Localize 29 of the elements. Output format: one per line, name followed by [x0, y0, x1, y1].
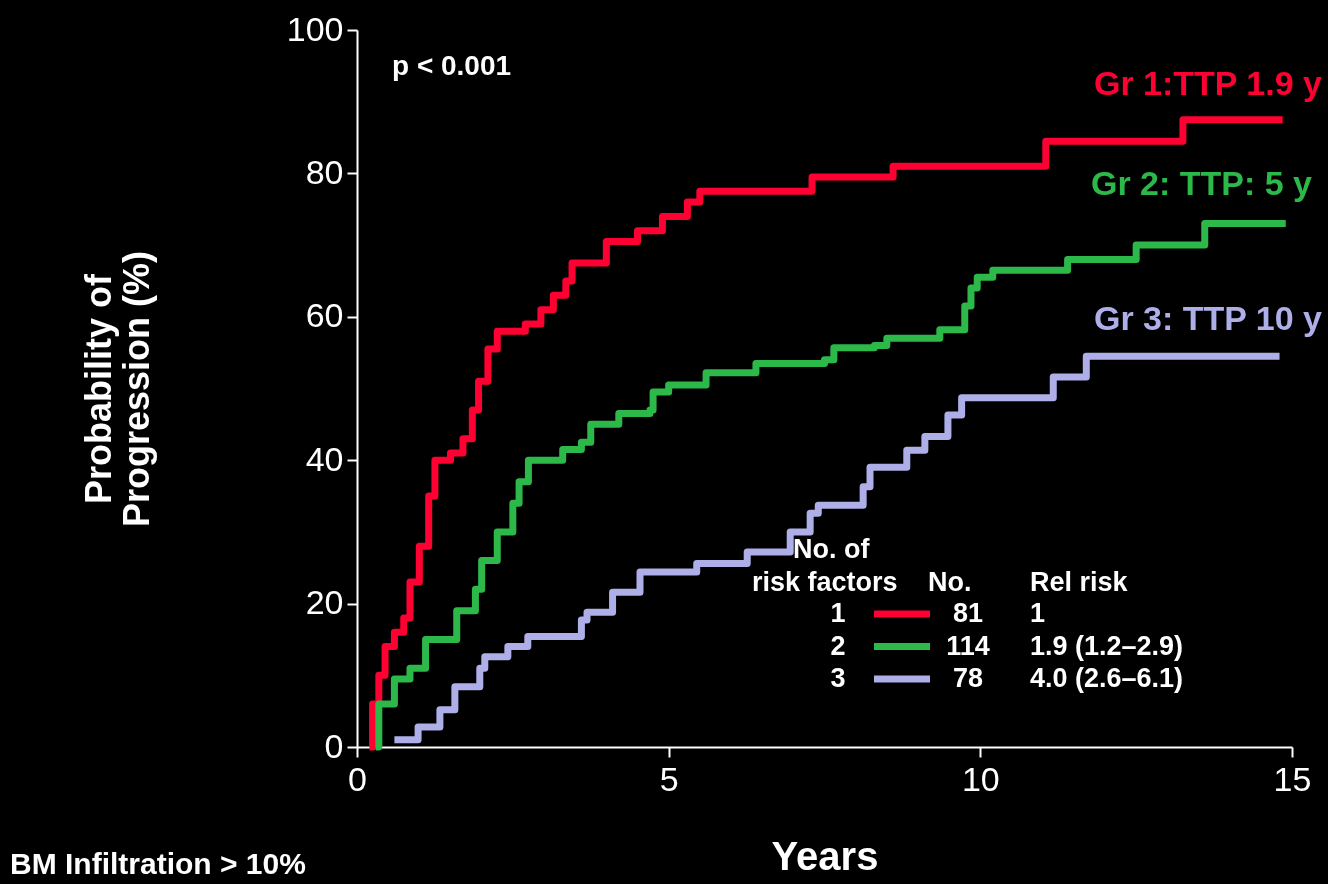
x-axis-title: Years [771, 833, 879, 878]
y-tick-label: 80 [305, 152, 344, 191]
x-tick-label: 10 [961, 759, 1000, 798]
annotation: 4.0 (2.6–6.1) [1030, 663, 1184, 693]
legend-label: 2 [830, 630, 846, 661]
annotation: 78 [952, 663, 984, 693]
annotation: No. [928, 567, 972, 597]
annotation: Gr 2: TTP: 5 y [1090, 164, 1313, 202]
annotation: 81 [952, 598, 984, 628]
legend-label: 3 [830, 663, 846, 693]
annotation: 1 [1030, 598, 1046, 628]
text: BM Infiltration > 10% [10, 847, 306, 880]
annotation: Rel risk [1030, 567, 1129, 597]
y-tick-label: 0 [324, 726, 344, 765]
x-tick-label: 5 [659, 759, 679, 798]
annotation: Gr 1:TTP 1.9 y [1093, 64, 1323, 102]
legend-label: 1 [830, 598, 846, 628]
x-tick-label: 15 [1273, 759, 1312, 798]
y-tick-label: 60 [305, 296, 344, 335]
annotation: risk factors [752, 567, 898, 597]
annotation: 114 [946, 631, 990, 661]
annotation: No. of [793, 534, 871, 564]
y-tick-label: 20 [305, 583, 344, 622]
annotation: Gr 3: TTP 10 y [1093, 299, 1323, 337]
y-axis-title: Probability of Progression (%) [77, 250, 157, 528]
y-tick-label: 40 [305, 439, 344, 478]
y-tick-label: 100 [286, 9, 344, 48]
annotation: p < 0.001 [392, 50, 512, 81]
annotation: 1.9 (1.2–2.9) [1030, 631, 1184, 661]
